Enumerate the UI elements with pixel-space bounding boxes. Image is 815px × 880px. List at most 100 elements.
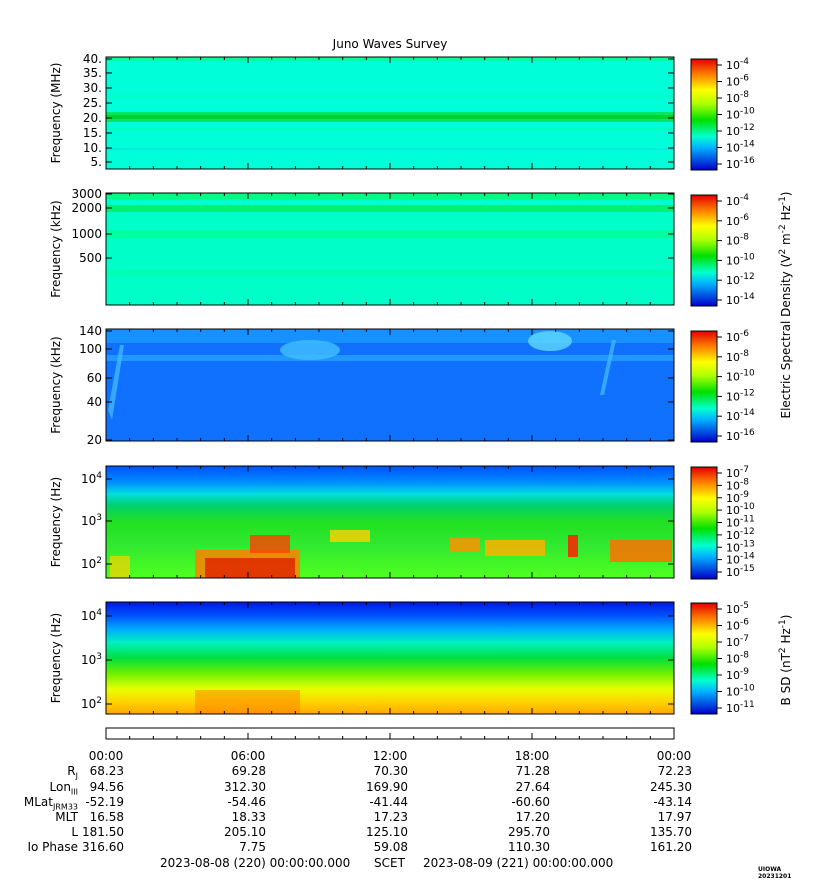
cbar-tick-label: 10-14 (726, 292, 755, 307)
ytick-label: 5. (91, 155, 102, 169)
cbar-tick-label: 10-8 (726, 349, 749, 364)
ephemeris-value: 72.23 (657, 764, 692, 778)
footer-scet: SCET (374, 856, 405, 870)
ephemeris-value: 110.30 (508, 840, 550, 854)
footer-end-time: 2023-08-09 (221) 00:00:00.000 (423, 856, 614, 870)
cbar-tick-label: 10-5 (726, 601, 749, 616)
cbar-tick-label: 10-8 (726, 233, 749, 248)
cbar-tick-label: 10-12 (726, 388, 755, 403)
ephemeris-value: 69.28 (231, 764, 266, 778)
ytick-label: 1000 (71, 227, 102, 241)
cbar-tick-label: 10-4 (726, 57, 749, 72)
cbar-tick-label: 10-6 (726, 213, 749, 228)
time-label: 00:00 (656, 749, 692, 763)
ytick-label: 20. (83, 111, 102, 125)
ytick-label: 25. (83, 96, 102, 110)
ytick-label: 10. (83, 141, 102, 155)
ephemeris-value: 59.08 (373, 840, 408, 854)
cbar-tick-label: 10-14 (726, 408, 755, 423)
ephemeris-value: 68.23 (89, 764, 124, 778)
cbar-tick-label: 10-9 (726, 667, 749, 682)
ytick-label: 35. (83, 66, 102, 80)
ephemeris-value: 17.97 (657, 810, 692, 824)
cbar-tick-label: 10-6 (726, 618, 749, 633)
colorbar-label-magnetic: B SD (nT2 Hz-1) (778, 615, 793, 706)
ytick-label: 30. (83, 81, 102, 95)
ytick-label: 15. (83, 126, 102, 140)
cbar-tick-label: 10-14 (726, 552, 755, 567)
ephemeris-value: 27.64 (515, 780, 550, 794)
ytick-label: 103 (81, 652, 102, 667)
cbar-tick-label: 10-12 (726, 123, 755, 138)
ephemeris-value: 94.56 (89, 780, 124, 794)
ephemeris-row-label: MLT (55, 810, 78, 824)
panel-4-spectrogram (105, 465, 675, 579)
cbar-tick-label: 10-16 (726, 428, 755, 443)
ephemeris-value: 245.30 (650, 780, 692, 794)
cbar-tick-label: 10-10 (726, 252, 755, 267)
ephemeris-value: 17.23 (373, 810, 408, 824)
cbar-tick-label: 10-14 (726, 140, 755, 155)
panel-5-ylabel: Frequency (Hz) (49, 613, 63, 704)
cbar-tick-label: 10-15 (726, 564, 755, 579)
ytick-label: 104 (81, 608, 102, 623)
panel-2-spectrogram (105, 192, 675, 306)
ephemeris-value: 135.70 (650, 825, 692, 839)
ytick-label: 40 (87, 395, 102, 409)
colorbars (690, 58, 718, 715)
ephemeris-value: 71.28 (515, 764, 550, 778)
axis-ticks (105, 57, 722, 739)
ephemeris-row-label: L (71, 825, 78, 839)
ephemeris-value: 316.60 (82, 840, 124, 854)
ytick-label: 100 (79, 342, 102, 356)
ephemeris-row-label: RJ (67, 764, 78, 781)
ephemeris-value: 17.20 (515, 810, 550, 824)
cbar-tick-label: 10-11 (726, 515, 755, 530)
axis-labels: Frequency (MHz) 5.10.15.20.25.30.35.40. 10… (49, 52, 793, 715)
ytick-label: 103 (81, 513, 102, 528)
ephemeris-value: 125.10 (366, 825, 408, 839)
cbar-tick-label: 10-10 (726, 107, 755, 122)
ytick-label: 60 (87, 371, 102, 385)
ytick-label: 140 (79, 324, 102, 338)
credit: UIOWA 20231201 (758, 866, 792, 880)
ytick-label: 3000 (71, 187, 102, 201)
ephemeris-value: -43.14 (653, 795, 692, 809)
cbar-tick-label: 10-7 (726, 465, 749, 480)
ephemeris-value: 16.58 (89, 810, 124, 824)
panel-1-ylabel: Frequency (MHz) (49, 63, 63, 164)
cbar-tick-label: 10-12 (726, 272, 755, 287)
panel-4-ylabel: Frequency (Hz) (49, 477, 63, 568)
ephemeris-value: 70.30 (373, 764, 408, 778)
ephemeris-value: -60.60 (511, 795, 550, 809)
cbar-tick-label: 10-9 (726, 490, 749, 505)
ytick-label: 102 (81, 696, 102, 711)
time-label: 06:00 (230, 749, 266, 763)
ephemeris-value: 181.50 (82, 825, 124, 839)
ytick-label: 2000 (71, 201, 102, 215)
cbar-tick-label: 10-7 (726, 634, 749, 649)
ephemeris-row-label: MLatJRM33 (23, 795, 78, 812)
chart-title: Juno Waves Survey (332, 37, 448, 51)
panel-3-spectrogram (105, 328, 675, 442)
cbar-tick-label: 10-10 (726, 369, 755, 384)
cbar-tick-label: 10-16 (726, 156, 755, 171)
panel-1-spectrogram (105, 56, 675, 170)
time-label: 18:00 (514, 749, 550, 763)
ephemeris-value: 161.20 (650, 840, 692, 854)
cbar-tick-label: 10-12 (726, 527, 755, 542)
ephemeris-value: -52.19 (85, 795, 124, 809)
time-label: 12:00 (372, 749, 408, 763)
ytick-label: 20 (87, 433, 102, 447)
ephemeris-row-label: LonIII (49, 780, 79, 797)
cbar-tick-label: 10-13 (726, 539, 755, 554)
panel-5-spectrogram (105, 601, 675, 715)
cbar-tick-label: 10-8 (726, 477, 749, 492)
ephemeris-value: 312.30 (224, 780, 266, 794)
panel-2-ylabel: Frequency (kHz) (49, 200, 63, 297)
ephemeris-row-label: Io Phase (27, 840, 78, 854)
ephemeris-value: -41.44 (369, 795, 408, 809)
cbar-tick-label: 10-11 (726, 700, 755, 715)
ephemeris-value: 18.33 (231, 810, 266, 824)
